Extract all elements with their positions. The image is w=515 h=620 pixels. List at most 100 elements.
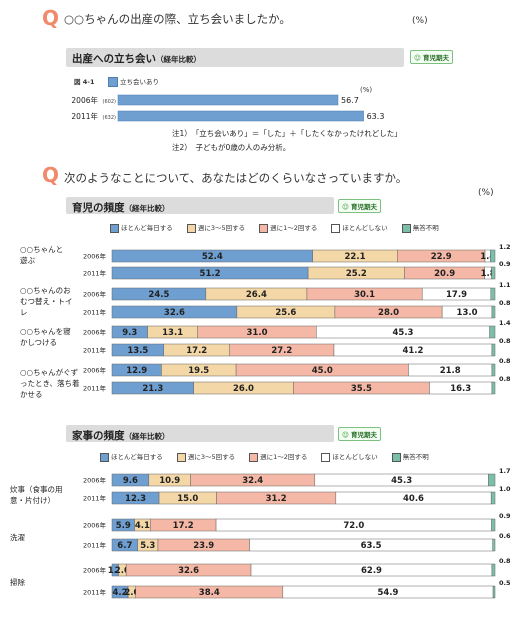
data-label: 5.9 xyxy=(116,521,131,531)
bar-segment xyxy=(488,473,496,487)
father-icon: ☺ xyxy=(342,431,349,439)
data-label: 72.0 xyxy=(343,521,364,531)
data-label: 19.5 xyxy=(188,366,209,376)
legend-swatch xyxy=(321,452,331,462)
group-label-laundry: 洗濯 xyxy=(10,533,25,542)
legend-item: 週に1～2回する xyxy=(249,451,307,462)
data-label: 1.7 xyxy=(108,566,123,576)
data-label: 31.2 xyxy=(266,494,287,504)
group-label-sleep: ○○ちゃんを寝かしつける xyxy=(20,327,71,347)
bar-segment xyxy=(491,518,496,532)
data-label: 28.0 xyxy=(378,308,399,318)
data-label: 23.9 xyxy=(193,541,214,551)
data-label: 10.9 xyxy=(159,476,180,486)
legend-item: ほとんど毎日する xyxy=(110,222,173,233)
note-text: 「立ち会いあり」＝「した」＋「したくなかったけれどした」 xyxy=(195,129,402,138)
value-label: 56.7 xyxy=(341,96,359,105)
data-label: 0.6 xyxy=(499,532,511,540)
data-label: 0.8 xyxy=(499,375,511,383)
bar xyxy=(117,94,339,106)
data-label: 26.4 xyxy=(246,290,267,300)
father-icon: ☺ xyxy=(414,54,421,62)
count-label: (632) xyxy=(103,115,116,121)
section-birth-attendance-header: 出産への立ち会い（経年比較） xyxy=(66,48,404,67)
group-label-diaper: ○○ちゃんのおむつ替え・トイレ xyxy=(20,286,73,317)
year-label: 2011年 xyxy=(83,269,107,278)
badge-label: 育児期夫 xyxy=(351,431,378,439)
q2-percent-unit: (%) xyxy=(478,188,494,198)
data-label: 17.9 xyxy=(446,290,467,300)
legend-label: 週に1～2回する xyxy=(260,453,308,461)
chart-stacked-frequency: 2006年 52.4 22.1 22.9 1.4 1.2 2011年 51.2 25.2 20.9… xyxy=(83,243,511,599)
section-subtitle: （経年比較） xyxy=(124,432,170,441)
data-label: 17.2 xyxy=(173,521,194,531)
data-label: 1.2 xyxy=(499,243,511,251)
data-label: 63.5 xyxy=(361,541,382,551)
bar-segment xyxy=(492,538,496,552)
data-label: 4.1 xyxy=(135,521,150,531)
figure-legend: 立ち会いあり xyxy=(108,76,159,87)
year-label: 2011年 xyxy=(83,494,107,503)
data-label: 13.0 xyxy=(457,308,478,318)
note-1: 注1） 「立ち会いあり」＝「した」＋「したくなかったけれどした」 xyxy=(172,128,402,139)
data-label: 21.8 xyxy=(440,366,461,376)
data-label: 0.5 xyxy=(499,579,511,587)
legend-label: 立ち会いあり xyxy=(120,78,159,86)
data-label: 12.9 xyxy=(126,366,147,376)
badge-father: ☺ 育児期夫 xyxy=(410,50,454,64)
bar xyxy=(117,110,364,122)
data-label: 1.4 xyxy=(480,252,495,262)
legend-label: 無答不明 xyxy=(412,224,439,232)
data-label: 1.8 xyxy=(481,269,496,279)
bar-segment xyxy=(491,266,496,280)
data-label: 1.0 xyxy=(499,485,511,493)
data-label: 54.9 xyxy=(377,588,398,598)
legend-label: ほとんど毎日する xyxy=(121,224,173,232)
data-label: 0.8 xyxy=(499,557,511,565)
section-subtitle: （経年比較） xyxy=(124,204,170,213)
legend-item: ほとんどしない xyxy=(331,222,388,233)
data-label: 1.4 xyxy=(499,319,511,327)
data-label: 5.3 xyxy=(140,541,155,551)
legend-swatch xyxy=(176,452,186,462)
bar-segment xyxy=(489,325,496,339)
data-label: 16.3 xyxy=(450,384,471,394)
legend-swatch xyxy=(100,452,109,462)
bar-segment xyxy=(491,363,496,377)
q1-percent-unit: (%) xyxy=(412,16,428,26)
data-label: 25.6 xyxy=(275,308,296,318)
legend-label: ほとんどしない xyxy=(342,224,388,232)
data-label: 32.6 xyxy=(164,308,185,318)
data-label: 62.9 xyxy=(361,566,382,576)
bar-segment xyxy=(491,305,496,319)
year-label: 2011年 xyxy=(71,111,98,121)
badge-label: 育児期夫 xyxy=(423,54,450,62)
q1-question: ○○ちゃんの出産の際、立ち会いましたか。 xyxy=(64,12,291,26)
data-label: 12.3 xyxy=(125,494,146,504)
note-2: 注2） 子どもが0歳の人のみ分析。 xyxy=(172,142,290,153)
badge-label: 育児期夫 xyxy=(351,203,378,211)
note-label: 注2） xyxy=(172,143,189,152)
section-subtitle: （経年比較） xyxy=(156,55,201,64)
legend-swatch xyxy=(249,452,259,462)
bar-segment xyxy=(491,563,496,577)
data-label: 38.4 xyxy=(199,588,220,598)
data-label: 6.7 xyxy=(117,541,132,551)
legend-label: ほとんど毎日する xyxy=(111,453,163,461)
childcare-legend: ほとんど毎日する 週に3～5回する 週に1～2回する ほとんどしない 無答不明 xyxy=(110,222,439,233)
legend-swatch xyxy=(331,223,341,233)
data-label: 0.9 xyxy=(499,512,511,520)
group-label-cooking: 炊事（食事の用意・片付け） xyxy=(10,485,63,505)
legend-label: 週に3～5回する xyxy=(187,453,236,461)
year-label: 2006年 xyxy=(83,476,107,485)
legend-swatch xyxy=(401,223,411,233)
data-label: 1.7 xyxy=(499,467,511,475)
section-childcare-header: 育児の頻度（経年比較） xyxy=(66,197,334,214)
legend-swatch xyxy=(391,452,401,462)
data-label: 15.0 xyxy=(177,494,198,504)
bar-segment xyxy=(491,343,496,357)
legend-item: ほとんど毎日する xyxy=(100,451,163,462)
data-label: 30.1 xyxy=(354,290,375,300)
year-label: 2006年 xyxy=(83,366,107,375)
year-label: 2011年 xyxy=(83,541,107,550)
